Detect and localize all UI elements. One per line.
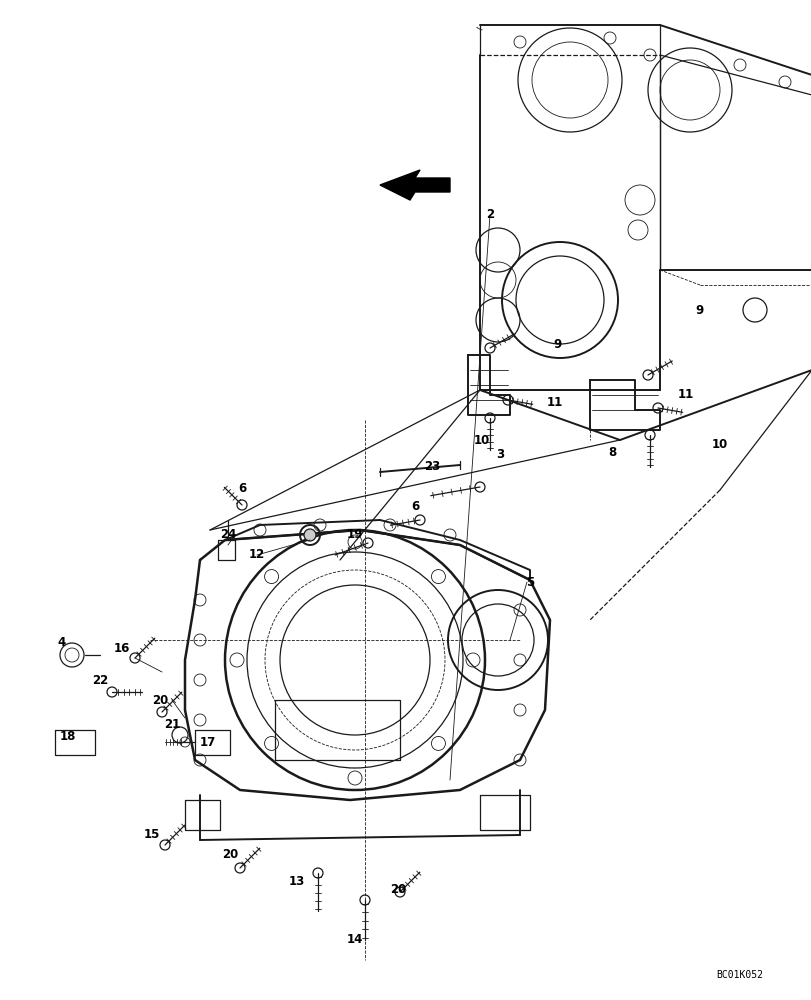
Polygon shape (380, 170, 449, 200)
Text: 6: 6 (410, 500, 418, 514)
Text: 20: 20 (152, 694, 168, 706)
Text: 24: 24 (220, 528, 236, 542)
Text: 14: 14 (346, 933, 363, 946)
Text: 19: 19 (346, 528, 363, 542)
Text: 20: 20 (389, 883, 406, 896)
Text: 8: 8 (607, 446, 616, 460)
Text: 4: 4 (58, 636, 66, 648)
Text: 18: 18 (60, 730, 76, 742)
Text: 10: 10 (711, 438, 727, 452)
Text: 11: 11 (677, 388, 693, 401)
Text: 11: 11 (546, 396, 563, 410)
Text: 13: 13 (289, 876, 305, 888)
Text: 9: 9 (553, 338, 561, 352)
Text: 21: 21 (164, 718, 180, 732)
Text: 2: 2 (485, 209, 493, 222)
Text: 20: 20 (221, 848, 238, 861)
Text: 17: 17 (200, 736, 216, 748)
Circle shape (303, 529, 315, 541)
Text: 10: 10 (474, 434, 490, 446)
Text: 9: 9 (695, 304, 703, 316)
Text: 22: 22 (92, 674, 108, 686)
Text: 12: 12 (248, 548, 265, 562)
Text: 23: 23 (423, 460, 440, 474)
Text: 6: 6 (238, 482, 246, 494)
Text: 16: 16 (114, 642, 130, 654)
Text: 3: 3 (496, 448, 504, 462)
Text: BC01K052: BC01K052 (715, 970, 762, 980)
Text: 5: 5 (526, 576, 534, 588)
Text: 15: 15 (144, 828, 160, 841)
